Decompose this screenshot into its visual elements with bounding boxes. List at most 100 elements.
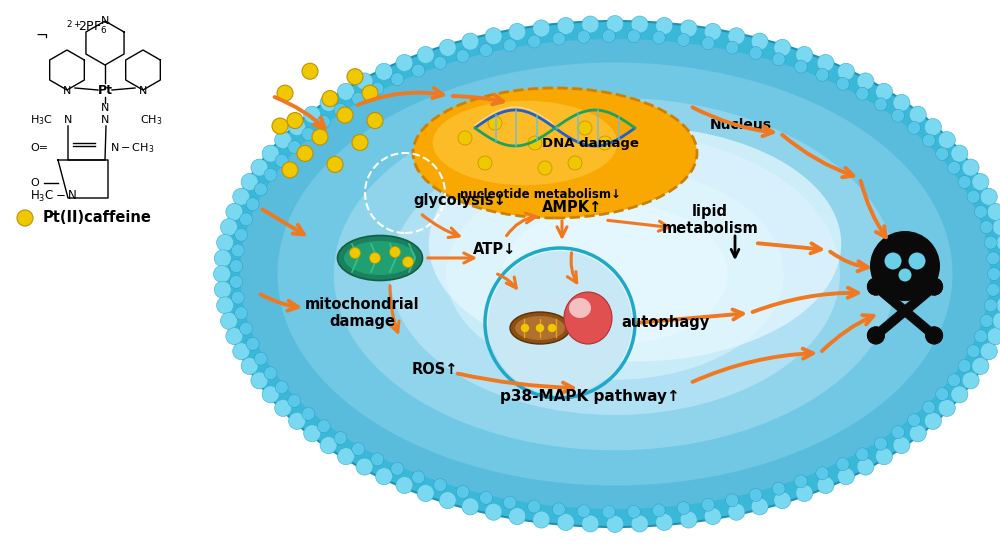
Circle shape bbox=[538, 161, 552, 175]
Circle shape bbox=[922, 401, 935, 414]
Circle shape bbox=[680, 511, 697, 528]
Ellipse shape bbox=[503, 203, 728, 345]
Circle shape bbox=[402, 256, 414, 267]
Circle shape bbox=[751, 33, 768, 50]
Circle shape bbox=[367, 112, 383, 129]
Text: Pt: Pt bbox=[98, 83, 112, 96]
Circle shape bbox=[951, 386, 968, 403]
Circle shape bbox=[857, 458, 874, 475]
Circle shape bbox=[702, 37, 715, 50]
Circle shape bbox=[322, 90, 338, 107]
Circle shape bbox=[987, 203, 1000, 220]
Circle shape bbox=[275, 399, 292, 416]
Circle shape bbox=[317, 420, 330, 433]
Circle shape bbox=[993, 312, 1000, 329]
Circle shape bbox=[456, 49, 469, 62]
Text: nucleotide metabolism↓: nucleotide metabolism↓ bbox=[460, 189, 620, 202]
Circle shape bbox=[327, 156, 343, 173]
Ellipse shape bbox=[510, 312, 570, 344]
Circle shape bbox=[876, 448, 893, 465]
Circle shape bbox=[972, 174, 989, 191]
Circle shape bbox=[996, 297, 1000, 314]
Circle shape bbox=[867, 327, 885, 345]
Circle shape bbox=[578, 121, 592, 135]
Circle shape bbox=[434, 478, 447, 492]
Circle shape bbox=[334, 104, 347, 116]
Circle shape bbox=[391, 463, 404, 475]
Circle shape bbox=[214, 250, 231, 267]
Text: AMPK↑: AMPK↑ bbox=[542, 201, 602, 215]
Circle shape bbox=[220, 312, 237, 329]
Circle shape bbox=[233, 189, 250, 206]
Circle shape bbox=[488, 116, 502, 130]
Circle shape bbox=[984, 236, 997, 249]
Circle shape bbox=[289, 118, 306, 135]
Circle shape bbox=[485, 503, 502, 520]
Circle shape bbox=[262, 386, 279, 403]
Ellipse shape bbox=[433, 101, 617, 185]
Circle shape bbox=[254, 183, 267, 196]
Circle shape bbox=[288, 141, 301, 153]
Circle shape bbox=[371, 82, 384, 95]
Circle shape bbox=[909, 425, 926, 442]
Circle shape bbox=[728, 28, 745, 45]
Circle shape bbox=[233, 342, 250, 359]
Circle shape bbox=[231, 244, 244, 257]
Circle shape bbox=[627, 505, 640, 518]
Circle shape bbox=[948, 161, 961, 174]
Circle shape bbox=[925, 278, 943, 295]
Text: mitochondrial
damage: mitochondrial damage bbox=[305, 297, 419, 329]
Circle shape bbox=[480, 44, 493, 56]
Circle shape bbox=[304, 425, 321, 442]
Circle shape bbox=[275, 154, 288, 167]
Circle shape bbox=[264, 168, 277, 181]
Circle shape bbox=[462, 498, 479, 515]
Circle shape bbox=[312, 129, 328, 145]
Circle shape bbox=[988, 267, 1000, 281]
Circle shape bbox=[251, 159, 268, 176]
Circle shape bbox=[948, 374, 961, 387]
Circle shape bbox=[217, 297, 234, 314]
Circle shape bbox=[533, 20, 550, 37]
Circle shape bbox=[552, 503, 565, 516]
Circle shape bbox=[999, 281, 1000, 298]
Circle shape bbox=[509, 24, 526, 41]
Circle shape bbox=[226, 328, 243, 345]
Circle shape bbox=[246, 337, 259, 350]
Circle shape bbox=[704, 24, 721, 41]
Circle shape bbox=[857, 73, 874, 90]
Circle shape bbox=[867, 327, 885, 345]
Circle shape bbox=[246, 198, 259, 211]
Circle shape bbox=[749, 47, 762, 60]
Circle shape bbox=[317, 115, 330, 128]
Circle shape bbox=[376, 63, 393, 80]
Circle shape bbox=[337, 107, 353, 123]
Circle shape bbox=[680, 20, 697, 37]
Text: N: N bbox=[101, 115, 109, 125]
Text: ATP↓: ATP↓ bbox=[473, 243, 517, 258]
Circle shape bbox=[226, 203, 243, 220]
Text: ROS↑: ROS↑ bbox=[412, 362, 458, 378]
Circle shape bbox=[631, 16, 648, 33]
Circle shape bbox=[302, 407, 315, 420]
Circle shape bbox=[390, 247, 400, 258]
Circle shape bbox=[856, 87, 869, 100]
Circle shape bbox=[557, 18, 574, 35]
Circle shape bbox=[774, 492, 791, 509]
Circle shape bbox=[376, 468, 393, 485]
Circle shape bbox=[352, 443, 365, 455]
Circle shape bbox=[235, 307, 248, 319]
Circle shape bbox=[412, 471, 425, 484]
Circle shape bbox=[836, 77, 849, 90]
Circle shape bbox=[521, 324, 529, 332]
Circle shape bbox=[304, 106, 321, 123]
Circle shape bbox=[370, 253, 380, 264]
Circle shape bbox=[922, 134, 935, 147]
Circle shape bbox=[936, 147, 949, 161]
Circle shape bbox=[230, 275, 243, 288]
Circle shape bbox=[288, 395, 301, 407]
Circle shape bbox=[240, 213, 253, 226]
Circle shape bbox=[936, 387, 949, 401]
Circle shape bbox=[972, 357, 989, 374]
Circle shape bbox=[751, 498, 768, 515]
